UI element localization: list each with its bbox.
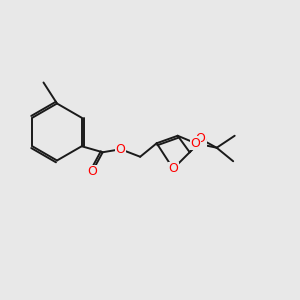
Text: O: O	[197, 134, 207, 147]
Text: O: O	[191, 137, 201, 150]
Text: O: O	[116, 143, 126, 156]
Text: O: O	[195, 132, 205, 145]
Text: O: O	[168, 162, 178, 175]
Text: O: O	[87, 165, 97, 178]
